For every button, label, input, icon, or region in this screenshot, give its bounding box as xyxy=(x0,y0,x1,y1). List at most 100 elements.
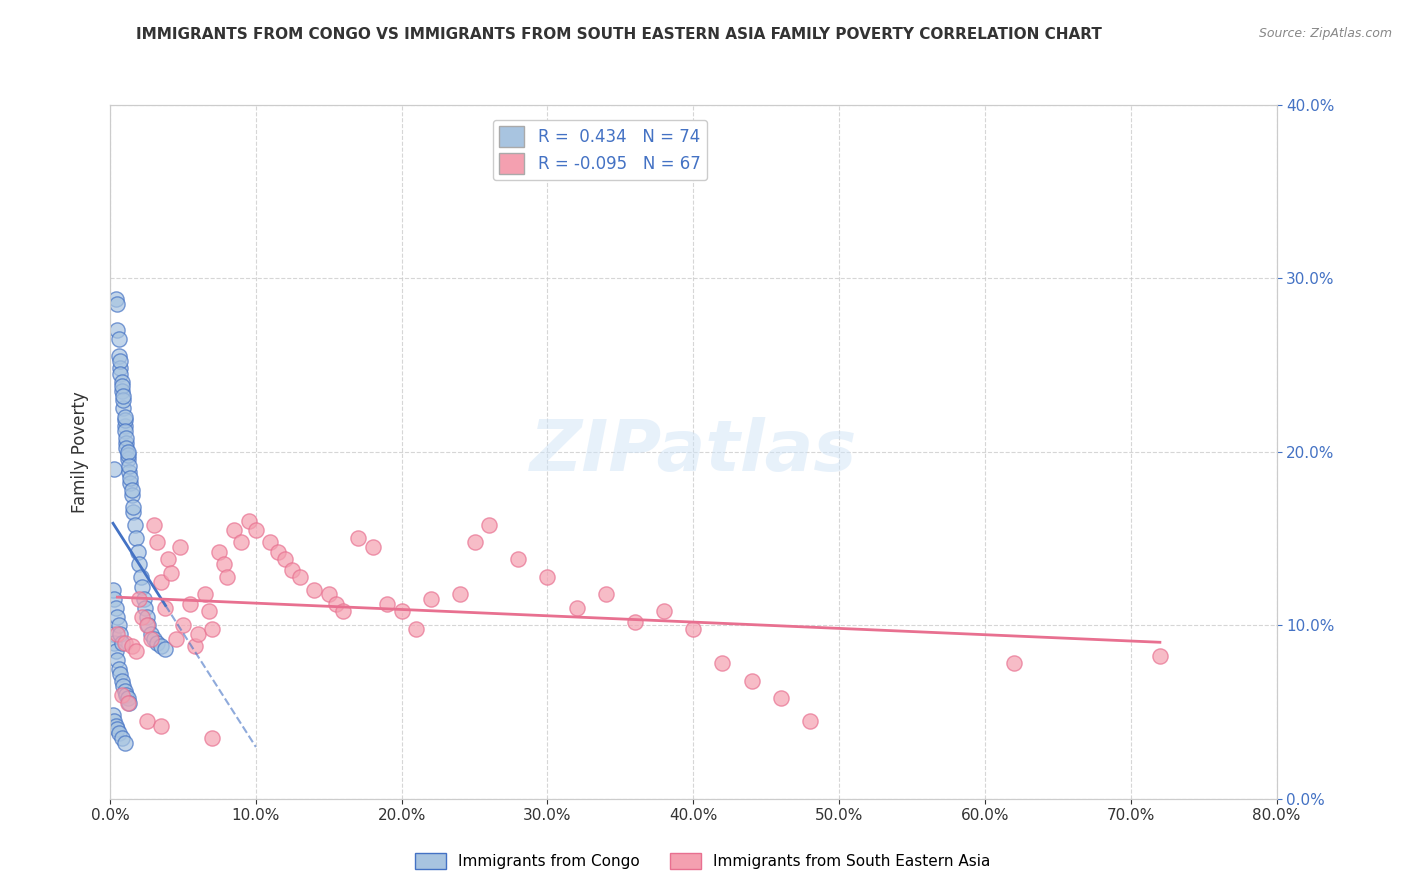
Point xyxy=(136,618,159,632)
Point xyxy=(1149,649,1171,664)
Point xyxy=(179,598,201,612)
Point xyxy=(114,736,136,750)
Point xyxy=(110,627,132,641)
Y-axis label: Family Poverty: Family Poverty xyxy=(72,391,89,513)
Text: IMMIGRANTS FROM CONGO VS IMMIGRANTS FROM SOUTH EASTERN ASIA FAMILY POVERTY CORRE: IMMIGRANTS FROM CONGO VS IMMIGRANTS FROM… xyxy=(136,27,1101,42)
Point xyxy=(108,349,131,363)
Point xyxy=(103,592,125,607)
Point xyxy=(139,632,162,646)
Point xyxy=(142,632,165,646)
Point xyxy=(120,475,142,490)
Legend: R =  0.434   N = 74, R = -0.095   N = 67: R = 0.434 N = 74, R = -0.095 N = 67 xyxy=(492,120,707,180)
Point xyxy=(157,552,180,566)
Point xyxy=(208,545,231,559)
Point xyxy=(1002,657,1025,671)
Legend: Immigrants from Congo, Immigrants from South Eastern Asia: Immigrants from Congo, Immigrants from S… xyxy=(409,847,997,875)
Point xyxy=(150,574,173,589)
Point xyxy=(105,609,128,624)
Point xyxy=(325,598,347,612)
Point xyxy=(112,392,135,407)
Point xyxy=(464,534,486,549)
Point xyxy=(405,622,427,636)
Point xyxy=(105,653,128,667)
Point xyxy=(112,679,135,693)
Point xyxy=(222,523,245,537)
Point xyxy=(105,627,128,641)
Point xyxy=(108,332,131,346)
Point xyxy=(135,609,157,624)
Text: Source: ZipAtlas.com: Source: ZipAtlas.com xyxy=(1258,27,1392,40)
Point xyxy=(115,436,138,450)
Point xyxy=(127,545,149,559)
Point xyxy=(103,462,125,476)
Point xyxy=(114,409,136,424)
Point xyxy=(361,540,384,554)
Point xyxy=(110,666,132,681)
Point xyxy=(128,592,150,607)
Point xyxy=(125,532,148,546)
Point xyxy=(769,691,792,706)
Point xyxy=(172,618,194,632)
Point xyxy=(139,627,162,641)
Point xyxy=(117,444,139,458)
Point xyxy=(110,367,132,381)
Point xyxy=(128,558,150,572)
Point xyxy=(117,451,139,466)
Point xyxy=(624,615,647,629)
Point xyxy=(145,534,167,549)
Point xyxy=(103,714,125,728)
Point xyxy=(111,673,134,688)
Point xyxy=(155,642,177,657)
Point xyxy=(104,644,127,658)
Point xyxy=(799,714,821,728)
Point xyxy=(231,534,253,549)
Point xyxy=(201,622,224,636)
Point xyxy=(281,563,304,577)
Point xyxy=(347,532,370,546)
Point xyxy=(129,569,152,583)
Point xyxy=(103,635,125,649)
Point xyxy=(288,569,311,583)
Point xyxy=(112,389,135,403)
Point xyxy=(201,731,224,745)
Point xyxy=(375,598,398,612)
Point xyxy=(104,600,127,615)
Point xyxy=(135,618,157,632)
Point xyxy=(117,691,139,706)
Point xyxy=(124,517,146,532)
Point xyxy=(108,618,131,632)
Point xyxy=(131,580,153,594)
Point xyxy=(150,639,173,653)
Point xyxy=(741,673,763,688)
Point xyxy=(238,514,260,528)
Point xyxy=(117,696,139,710)
Point xyxy=(391,604,413,618)
Point xyxy=(565,600,588,615)
Point xyxy=(101,627,124,641)
Point xyxy=(111,375,134,389)
Point xyxy=(120,471,142,485)
Point xyxy=(115,441,138,455)
Point xyxy=(105,297,128,311)
Point xyxy=(245,523,267,537)
Point xyxy=(125,644,148,658)
Point xyxy=(131,609,153,624)
Point xyxy=(104,292,127,306)
Point xyxy=(110,354,132,368)
Point xyxy=(419,592,441,607)
Point xyxy=(114,413,136,427)
Point xyxy=(105,723,128,737)
Point xyxy=(104,719,127,733)
Point xyxy=(274,552,297,566)
Point xyxy=(115,688,138,702)
Point xyxy=(682,622,704,636)
Point xyxy=(121,483,143,497)
Point xyxy=(332,604,354,618)
Point xyxy=(112,401,135,416)
Point xyxy=(118,466,141,480)
Point xyxy=(198,604,221,618)
Point xyxy=(101,708,124,723)
Point xyxy=(108,726,131,740)
Point xyxy=(212,558,235,572)
Point xyxy=(711,657,734,671)
